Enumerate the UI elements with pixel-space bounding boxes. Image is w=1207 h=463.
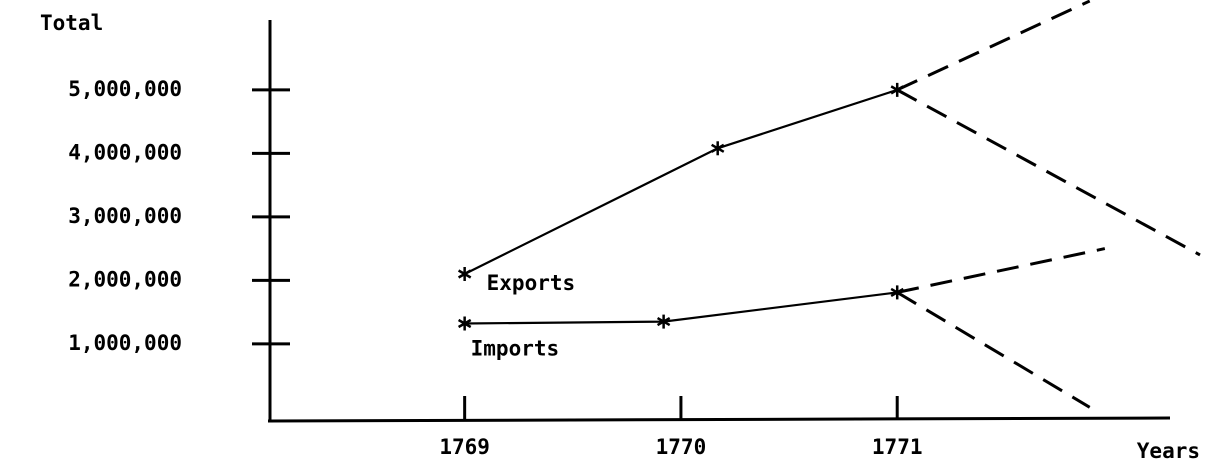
projection-line <box>896 88 1201 257</box>
marker-stroke <box>711 143 725 153</box>
x-tick-label: 1771 <box>872 435 923 459</box>
x-axis <box>267 416 1171 423</box>
marker-stroke <box>457 269 472 279</box>
x-tick-label: 1770 <box>656 435 707 459</box>
series-label: Imports <box>471 337 560 361</box>
point-marker <box>457 316 472 331</box>
y-axis-label: Total <box>40 11 103 35</box>
y-tick-label: 2,000,000 <box>68 267 182 291</box>
y-tick-label: 4,000,000 <box>68 140 182 164</box>
x-axis-label: Years <box>1137 439 1200 463</box>
point-marker <box>457 266 472 281</box>
series-line <box>464 291 898 325</box>
y-tick-label: 1,000,000 <box>68 331 182 355</box>
marker-stroke <box>457 318 472 329</box>
series-label: Exports <box>487 271 576 295</box>
projection-line <box>896 0 1091 92</box>
projection-line <box>896 247 1106 294</box>
point-marker <box>711 141 725 156</box>
point-marker <box>656 314 671 329</box>
series-line <box>464 88 898 275</box>
marker-stroke <box>656 317 671 327</box>
y-tick-label: 5,000,000 <box>68 77 182 101</box>
projection-line <box>896 291 1091 409</box>
x-tick-label: 1769 <box>439 435 490 459</box>
y-tick-label: 3,000,000 <box>68 204 182 228</box>
